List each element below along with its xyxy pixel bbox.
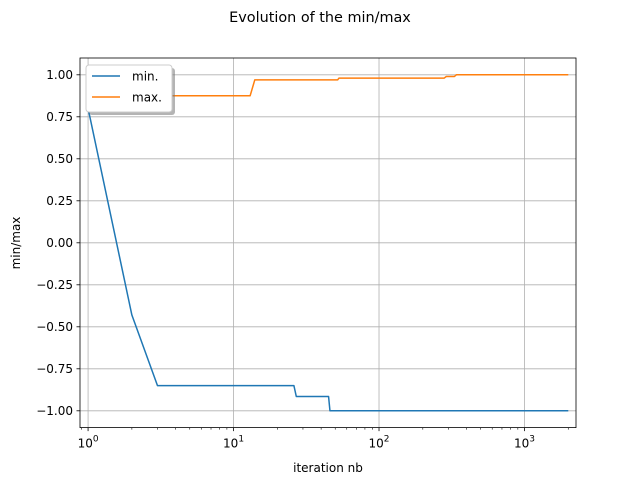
x-tick-label: 101 [223,435,244,451]
x-tick-label: 100 [78,435,99,451]
legend-box [85,64,173,113]
legend-label-min: min. [132,70,158,84]
chart-title: Evolution of the min/max [229,10,411,26]
grid-lines [80,58,576,428]
y-tick-label: 0.00 [46,236,73,250]
series-line-min [87,108,569,412]
series-line-max [88,74,569,97]
y-tick-label: −1.00 [36,404,73,418]
x-tick-label: 103 [514,435,535,451]
y-tick-label: 0.50 [46,152,73,166]
plot-lines [87,74,569,412]
y-tick-label: 1.00 [46,68,73,82]
y-tick-label: −0.25 [36,278,73,292]
x-axis-label: iteration nb [293,461,363,475]
y-tick-label: −0.75 [36,362,73,376]
legend-label-max: max. [132,91,162,105]
y-axis-label: min/max [9,217,23,270]
legend: min. max. [85,64,175,115]
x-tick-label: 102 [369,435,390,451]
y-tick-label: 0.75 [46,110,73,124]
y-tick-label: −0.50 [36,320,73,334]
axis-ticks: 1.00 0.75 0.50 0.25 0.00 −0.25 −0.50 −0.75 −1.00… [36,68,569,451]
y-tick-label: 0.25 [46,194,73,208]
